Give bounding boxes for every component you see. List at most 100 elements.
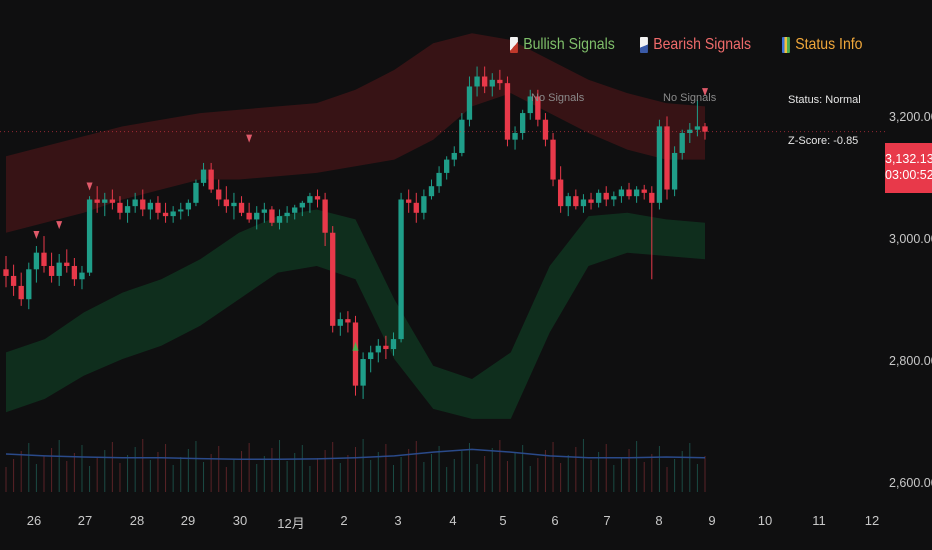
- candle-body: [565, 196, 571, 207]
- candle-body: [178, 209, 184, 212]
- x-tick: 26: [26, 513, 42, 528]
- volume-bar: [203, 462, 205, 492]
- bearish-signal-marker: [702, 88, 708, 97]
- volume-bar: [514, 453, 516, 492]
- candle-body: [603, 192, 609, 200]
- volume-bar: [674, 459, 676, 492]
- volume-bar: [73, 453, 75, 492]
- volume-bar: [309, 466, 311, 492]
- volume-bar: [286, 461, 288, 492]
- y-tick-2800: 2,800.00: [889, 354, 932, 368]
- volume-bar: [415, 441, 417, 492]
- legend-bullish: Bullish Signals: [510, 36, 615, 54]
- candle-body: [64, 262, 70, 266]
- candle-body: [504, 83, 511, 140]
- volume-bar: [370, 460, 372, 492]
- candle-body: [292, 207, 298, 213]
- volume-bar: [506, 461, 508, 492]
- volume-bar: [5, 467, 7, 492]
- volume-bar: [111, 442, 113, 492]
- legend-bearish-label: Bearish Signals: [653, 36, 752, 53]
- candle-body: [246, 212, 252, 220]
- volume-bar: [476, 464, 478, 492]
- volume-bar: [35, 464, 37, 492]
- volume-bar: [324, 450, 326, 492]
- volume-bar: [529, 466, 531, 492]
- candle-body: [527, 96, 533, 114]
- volume-bar: [180, 457, 182, 492]
- candle-body: [155, 202, 161, 213]
- volume-bar: [355, 447, 356, 492]
- candle-body: [390, 339, 397, 350]
- candle-body: [86, 199, 93, 273]
- volume-bar: [392, 465, 394, 492]
- candle-body: [314, 196, 321, 200]
- volume-bar: [339, 463, 341, 492]
- candle-body: [18, 285, 24, 300]
- candle-body: [269, 209, 275, 223]
- volume-bar: [499, 440, 501, 492]
- volume-bar: [696, 464, 698, 492]
- x-tick: 28: [129, 513, 145, 528]
- candle-body: [330, 232, 336, 326]
- candle-body: [671, 152, 678, 190]
- candle-body: [588, 199, 594, 203]
- candle-body: [406, 199, 412, 203]
- x-tick: 8: [655, 513, 663, 528]
- volume-bar: [149, 460, 151, 492]
- legend-bullish-label: Bullish Signals: [523, 36, 615, 53]
- candle-body: [421, 196, 427, 213]
- volume-bar: [187, 449, 189, 492]
- y-tick-3200: 3,200.00: [889, 110, 932, 124]
- volume-bar: [385, 444, 387, 492]
- candle-body: [41, 252, 47, 266]
- candle-body: [337, 319, 343, 326]
- volume-bar: [560, 463, 562, 492]
- volume-bar: [81, 445, 83, 492]
- volume-bar: [233, 459, 235, 492]
- volume-bar: [256, 464, 258, 492]
- bearish-signal-marker: [86, 182, 93, 191]
- volume-bar: [377, 452, 379, 492]
- volume-bar: [195, 441, 197, 492]
- x-tick: 10: [757, 513, 773, 528]
- volume-bar: [51, 448, 53, 492]
- volume-bar: [537, 458, 539, 492]
- candle-body: [299, 202, 305, 208]
- volume-bar: [104, 450, 106, 492]
- volume-bar: [651, 454, 653, 492]
- volume-bar: [271, 448, 273, 492]
- candle-body: [626, 189, 632, 197]
- candle-body: [413, 202, 419, 213]
- bullish-signal-marker: [352, 341, 359, 351]
- candle-body: [109, 199, 116, 203]
- volume-bar: [544, 450, 546, 492]
- volume-bar: [438, 446, 440, 492]
- volume-bar: [423, 462, 425, 492]
- candle-body: [254, 212, 260, 220]
- candle-body: [694, 126, 701, 130]
- x-tick: 2: [340, 513, 348, 528]
- candle-body: [497, 79, 503, 84]
- volume-bar: [347, 455, 349, 492]
- current-price-tag: 3,132.13 03:00:52: [885, 143, 932, 193]
- volume-bar: [248, 443, 250, 492]
- volume-bar: [332, 442, 334, 492]
- volume-bar: [134, 447, 136, 492]
- candle-body: [679, 133, 685, 153]
- volume-bar: [582, 439, 584, 492]
- candle-body: [618, 189, 625, 197]
- bearish-band: [6, 33, 705, 233]
- candle-body: [10, 275, 17, 286]
- volume-bar: [658, 446, 660, 492]
- candle-body: [345, 319, 351, 323]
- x-tick: 3: [394, 513, 402, 528]
- volume-bar: [689, 443, 691, 492]
- candle-body: [428, 186, 435, 197]
- signal-note-left: No Signals: [531, 92, 585, 104]
- candle-body: [94, 199, 100, 203]
- volume-bar: [89, 466, 91, 492]
- candle-body: [664, 126, 670, 190]
- candle-body: [71, 265, 78, 280]
